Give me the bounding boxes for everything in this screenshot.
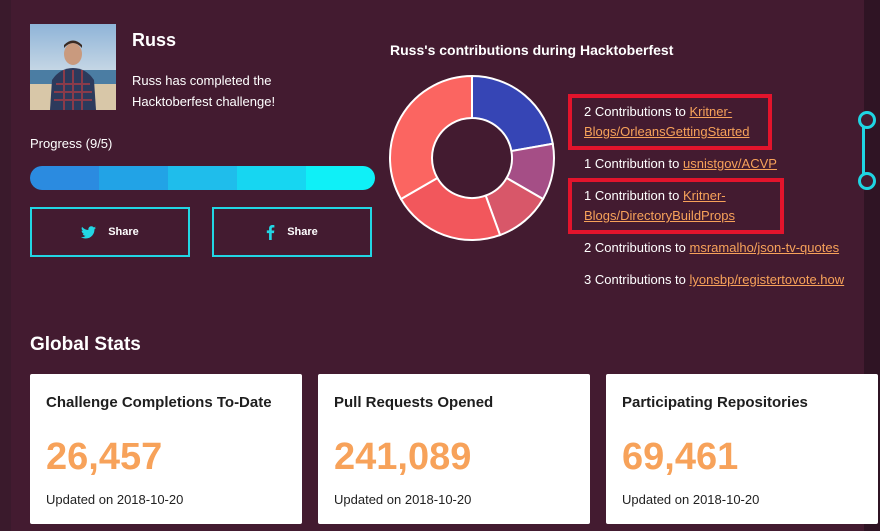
contributions-title: Russ's contributions during Hacktoberfes… [390, 42, 674, 58]
progress-segment [306, 166, 375, 190]
contribution-item: 1 Contribution to usnistgov/ACVP [584, 154, 777, 174]
progress-segment [99, 166, 168, 190]
highlight-box [568, 178, 784, 234]
donut-slice [399, 176, 502, 241]
completion-message: Russ has completed the Hacktoberfest cha… [132, 73, 276, 109]
progress-label: Progress (9/5) [30, 136, 113, 151]
contribution-count: 3 Contributions to [584, 272, 690, 287]
facebook-share-button[interactable]: Share [212, 207, 372, 257]
stat-value: 241,089 [334, 436, 472, 478]
stat-title: Participating Repositories [622, 394, 808, 411]
twitter-share-label: Share [108, 226, 139, 238]
highlight-box [568, 94, 772, 150]
repo-link[interactable]: Blogs/DirectoryBuildProps [584, 208, 736, 223]
progress-bar [30, 166, 375, 190]
donut-slice [389, 74, 473, 201]
user-name: Russ [132, 30, 177, 50]
contribution-item: 3 Contributions to lyonsbp/registertovot… [584, 270, 844, 290]
repo-link[interactable]: usnistgov/ACVP [683, 156, 777, 171]
repo-link[interactable]: lyonsbp/registertovote.how [689, 272, 845, 287]
stat-card-repositories: Participating Repositories 69,461 Update… [606, 374, 878, 524]
donut-slice [471, 74, 554, 153]
contribution-count: 1 Contribution to [584, 156, 684, 171]
stat-title: Challenge Completions To-Date [46, 394, 272, 411]
stat-card-pull-requests: Pull Requests Opened 241,089 Updated on … [318, 374, 590, 524]
stat-value: 69,461 [622, 436, 739, 478]
contribution-item: 2 Contributions to msramalho/json-tv-quo… [584, 238, 839, 258]
repo-link[interactable]: msramalho/json-tv-quotes [689, 240, 840, 255]
global-stats-title: Global Stats [30, 334, 141, 355]
stat-value: 26,457 [46, 436, 163, 478]
stat-card-completions: Challenge Completions To-Date 26,457 Upd… [30, 374, 302, 524]
avatar-image [30, 24, 116, 110]
stat-updated: Updated on 2018-10-20 [46, 492, 184, 507]
twitter-share-button[interactable]: Share [30, 207, 190, 257]
side-dot-bottom [858, 172, 876, 190]
side-dot-top [858, 111, 876, 129]
contribution-item: 2 Contributions to Kritner- Blogs/Orleans… [584, 102, 749, 142]
side-progress-line [862, 118, 865, 180]
contribution-count: 2 Contributions to [584, 104, 690, 119]
avatar [30, 24, 116, 110]
contribution-item: 1 Contribution to Kritner- Blogs/Director… [584, 186, 735, 226]
contribution-count: 1 Contribution to [584, 188, 684, 203]
progress-segment [30, 166, 99, 190]
contributions-donut-chart [389, 74, 555, 241]
stat-updated: Updated on 2018-10-20 [334, 492, 472, 507]
stat-title: Pull Requests Opened [334, 394, 494, 411]
twitter-icon [81, 225, 97, 239]
repo-link[interactable]: Kritner- [683, 188, 726, 203]
stat-updated: Updated on 2018-10-20 [622, 492, 760, 507]
progress-segment [168, 166, 237, 190]
progress-segment [237, 166, 306, 190]
facebook-icon [266, 224, 275, 240]
facebook-share-label: Share [287, 226, 318, 238]
contribution-count: 2 Contributions to [584, 240, 690, 255]
repo-link[interactable]: Kritner- [689, 104, 733, 119]
repo-link[interactable]: Blogs/OrleansGettingStarted [584, 124, 750, 139]
